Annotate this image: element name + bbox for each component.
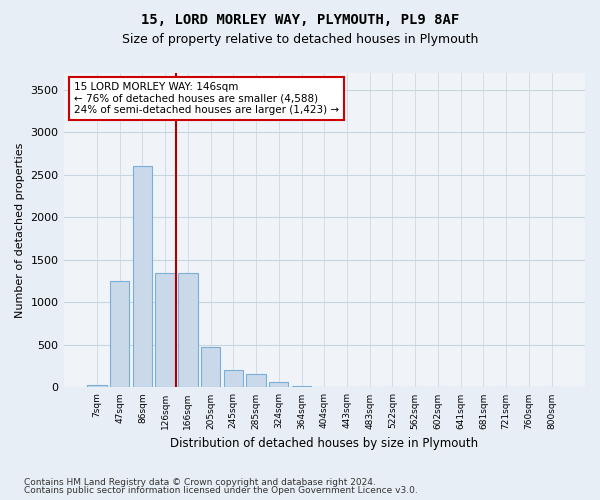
Bar xyxy=(247,374,266,388)
Text: Contains public sector information licensed under the Open Government Licence v3: Contains public sector information licen… xyxy=(24,486,418,495)
Bar xyxy=(87,385,107,388)
Bar xyxy=(201,346,220,388)
Bar xyxy=(224,370,243,388)
X-axis label: Distribution of detached houses by size in Plymouth: Distribution of detached houses by size … xyxy=(170,437,478,450)
Bar xyxy=(292,386,311,388)
Text: Contains HM Land Registry data © Crown copyright and database right 2024.: Contains HM Land Registry data © Crown c… xyxy=(24,478,376,487)
Bar xyxy=(110,281,130,388)
Bar xyxy=(155,272,175,388)
Bar xyxy=(133,166,152,388)
Bar xyxy=(269,382,289,388)
Y-axis label: Number of detached properties: Number of detached properties xyxy=(15,142,25,318)
Bar xyxy=(178,272,197,388)
Text: Size of property relative to detached houses in Plymouth: Size of property relative to detached ho… xyxy=(122,32,478,46)
Text: 15 LORD MORLEY WAY: 146sqm
← 76% of detached houses are smaller (4,588)
24% of s: 15 LORD MORLEY WAY: 146sqm ← 76% of deta… xyxy=(74,82,339,115)
Text: 15, LORD MORLEY WAY, PLYMOUTH, PL9 8AF: 15, LORD MORLEY WAY, PLYMOUTH, PL9 8AF xyxy=(141,12,459,26)
